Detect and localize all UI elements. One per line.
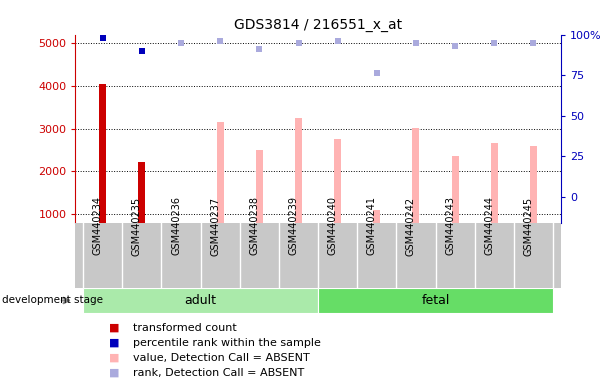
Text: GSM440240: GSM440240: [327, 197, 338, 255]
Text: adult: adult: [185, 294, 216, 307]
Text: rank, Detection Call = ABSENT: rank, Detection Call = ABSENT: [133, 368, 304, 378]
Text: ■: ■: [109, 353, 120, 363]
Text: percentile rank within the sample: percentile rank within the sample: [133, 338, 321, 348]
Bar: [256, 150, 263, 223]
Bar: [412, 128, 420, 223]
Text: transformed count: transformed count: [133, 323, 236, 333]
Bar: [452, 156, 459, 223]
Text: GSM440236: GSM440236: [171, 197, 181, 255]
Text: GSM440244: GSM440244: [484, 197, 494, 255]
Text: GSM440243: GSM440243: [445, 197, 455, 255]
Text: fetal: fetal: [421, 294, 450, 307]
Bar: [318, 288, 553, 313]
Text: ■: ■: [109, 368, 120, 378]
Text: GSM440239: GSM440239: [288, 197, 298, 255]
Bar: [373, 210, 380, 223]
Text: GSM440237: GSM440237: [210, 197, 220, 255]
Bar: [139, 162, 145, 223]
Bar: [83, 288, 318, 313]
Title: GDS3814 / 216551_x_at: GDS3814 / 216551_x_at: [234, 18, 402, 32]
Text: GSM440238: GSM440238: [250, 197, 259, 255]
Text: GSM440242: GSM440242: [406, 197, 416, 255]
Text: development stage: development stage: [2, 295, 103, 306]
Text: GSM440234: GSM440234: [93, 197, 103, 255]
Bar: [99, 84, 106, 223]
Bar: [491, 143, 497, 223]
Text: ■: ■: [109, 338, 120, 348]
Bar: [295, 118, 302, 223]
Text: GSM440241: GSM440241: [367, 197, 377, 255]
Bar: [216, 122, 224, 223]
Text: GSM440245: GSM440245: [523, 197, 534, 255]
Text: ■: ■: [109, 323, 120, 333]
Text: value, Detection Call = ABSENT: value, Detection Call = ABSENT: [133, 353, 309, 363]
Bar: [530, 146, 537, 223]
Bar: [334, 139, 341, 223]
Text: GSM440235: GSM440235: [132, 197, 142, 255]
